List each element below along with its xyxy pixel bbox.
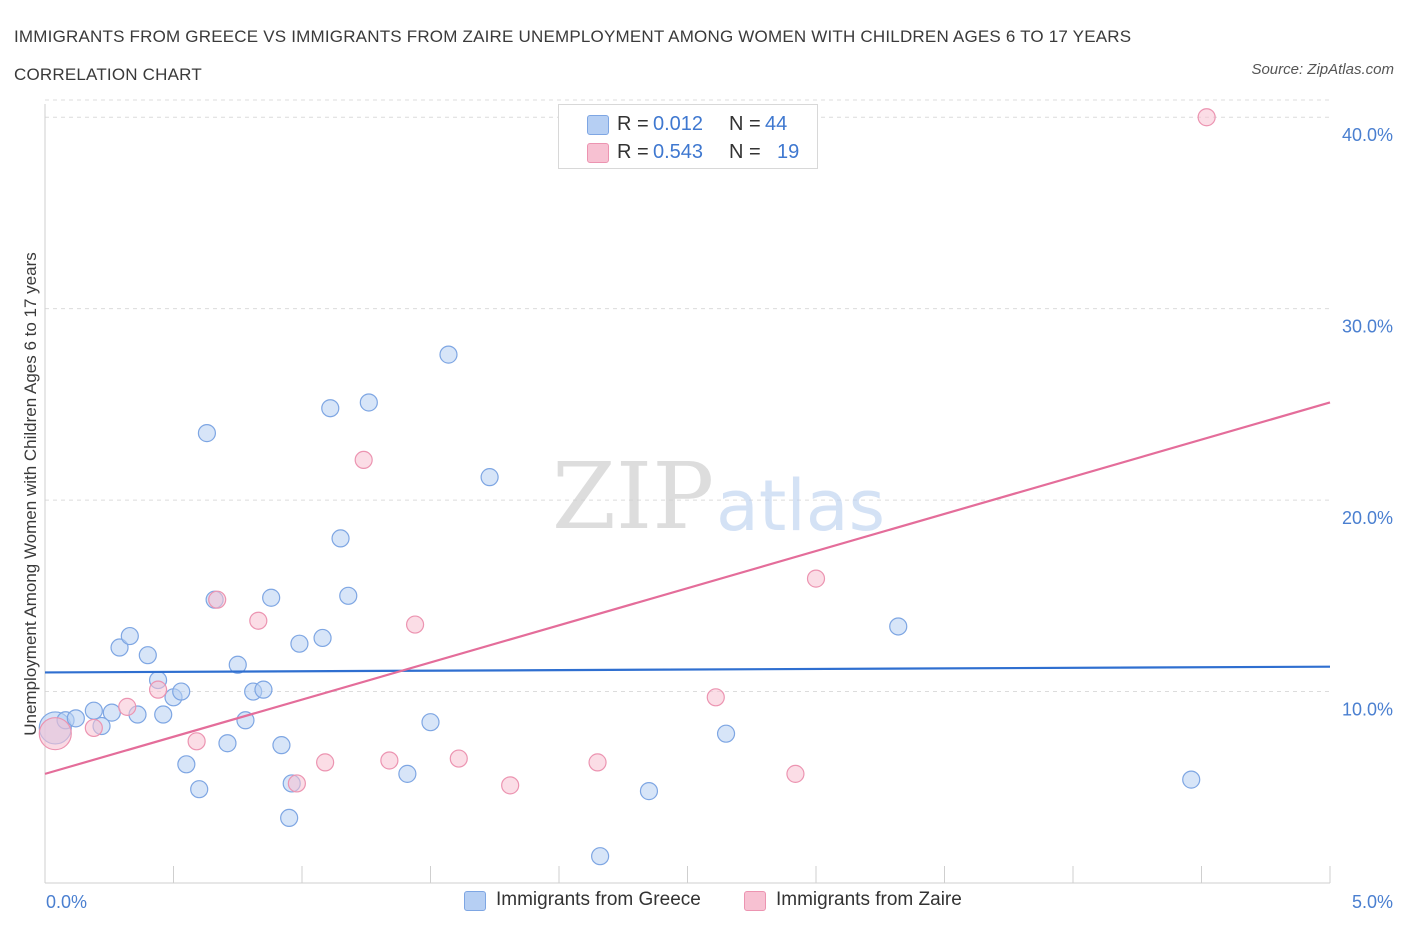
zaire-point[interactable] — [501, 776, 520, 795]
greece-point[interactable] — [480, 468, 499, 487]
greece-legend-swatch — [464, 891, 486, 911]
zaire-point[interactable] — [588, 753, 607, 772]
zaire-point[interactable] — [148, 680, 168, 699]
greece-point[interactable] — [439, 345, 458, 364]
stats-legend: R = 0.012 N = 44 R = 0.543 N = 19 — [558, 104, 818, 169]
zaire-point[interactable] — [380, 751, 399, 770]
greece-point[interactable] — [154, 705, 173, 724]
greece-point[interactable] — [102, 703, 121, 722]
y-tick-label: 10.0% — [1342, 700, 1393, 720]
greece-point[interactable] — [228, 655, 247, 674]
y-tick-label: 20.0% — [1342, 508, 1393, 528]
n-label: N = — [729, 113, 761, 135]
zaire-point[interactable] — [287, 774, 306, 793]
zaire-point[interactable] — [786, 764, 805, 783]
greece-point[interactable] — [138, 646, 157, 665]
greece-point[interactable] — [290, 634, 309, 653]
greece-point[interactable] — [321, 399, 340, 418]
zaire-legend-swatch — [744, 891, 766, 911]
greece-point[interactable] — [280, 808, 299, 828]
r-label: R = — [617, 113, 649, 135]
greece-point[interactable] — [190, 780, 209, 799]
zaire-point[interactable] — [449, 749, 468, 768]
greece-point[interactable] — [398, 764, 417, 783]
greece-point[interactable] — [218, 734, 237, 753]
zaire-point[interactable] — [118, 697, 137, 716]
greece-point[interactable] — [110, 638, 129, 657]
greece-point[interactable] — [84, 701, 103, 720]
greece-point[interactable] — [339, 586, 358, 605]
y-axis-label: Unemployment Among Women with Children A… — [21, 252, 40, 736]
zaire-point[interactable] — [806, 569, 826, 588]
greece-point[interactable] — [421, 713, 440, 732]
n-label: N = — [729, 141, 761, 163]
zaire-point[interactable] — [1197, 108, 1216, 127]
zaire-point[interactable] — [405, 615, 425, 634]
zaire-point[interactable] — [38, 717, 72, 751]
greece-point[interactable] — [331, 529, 350, 548]
greece-point[interactable] — [313, 628, 332, 648]
greece-legend-label: Immigrants from Greece — [496, 889, 701, 910]
r-label: R = — [617, 141, 649, 163]
legend-item-zaire[interactable]: Immigrants from Zaire — [744, 889, 994, 915]
series-zaire-points — [38, 108, 1216, 795]
greece-swatch — [587, 115, 609, 135]
zaire-trend-line — [44, 401, 1331, 775]
x-tick-label-min: 0.0% — [46, 892, 87, 912]
zaire-legend-label: Immigrants from Zaire — [776, 889, 962, 910]
greece-point[interactable] — [889, 617, 908, 636]
watermark-atlas: atlas — [716, 465, 885, 547]
zaire-point[interactable] — [84, 718, 103, 738]
greece-point[interactable] — [272, 736, 291, 755]
gridlines — [45, 99, 1330, 693]
zaire-point[interactable] — [354, 450, 373, 470]
x-ticks — [173, 866, 1331, 883]
y-tick-label: 40.0% — [1342, 125, 1393, 145]
r-value: 0.012 — [653, 113, 704, 135]
greece-point[interactable] — [177, 755, 196, 774]
greece-point[interactable] — [197, 424, 217, 443]
greece-point[interactable] — [262, 588, 281, 607]
greece-point[interactable] — [639, 782, 659, 801]
greece-point[interactable] — [591, 847, 610, 866]
chart-title: IMMIGRANTS FROM GREECE VS IMMIGRANTS FRO… — [14, 27, 1132, 84]
y-tick-labels: 10.0% 20.0% 30.0% 40.0% — [1342, 125, 1393, 719]
zaire-swatch — [587, 143, 609, 163]
greece-trend-line — [44, 665, 1331, 674]
greece-point[interactable] — [120, 626, 139, 646]
greece-point[interactable] — [1182, 770, 1201, 789]
n-value: 44 — [765, 113, 788, 135]
trend-lines — [44, 401, 1331, 775]
greece-point[interactable] — [66, 709, 85, 728]
greece-point[interactable] — [716, 724, 736, 743]
watermark-zip: ZIP — [552, 443, 714, 550]
zaire-point[interactable] — [316, 753, 335, 772]
n-value: 19 — [777, 141, 800, 163]
zaire-point[interactable] — [249, 611, 268, 630]
greece-point[interactable] — [172, 682, 191, 701]
legend-item-greece[interactable]: Immigrants from Greece — [464, 889, 724, 915]
r-value: 0.543 — [653, 141, 704, 163]
y-tick-label: 30.0% — [1342, 317, 1393, 337]
zaire-point[interactable] — [187, 732, 206, 751]
x-tick-label-max: 5.0% — [1352, 892, 1393, 912]
greece-point[interactable] — [359, 393, 378, 412]
zaire-point[interactable] — [706, 688, 725, 707]
zaire-point[interactable] — [208, 590, 227, 609]
source-note: Source: ZipAtlas.com — [1251, 61, 1394, 78]
greece-point[interactable] — [254, 680, 273, 699]
